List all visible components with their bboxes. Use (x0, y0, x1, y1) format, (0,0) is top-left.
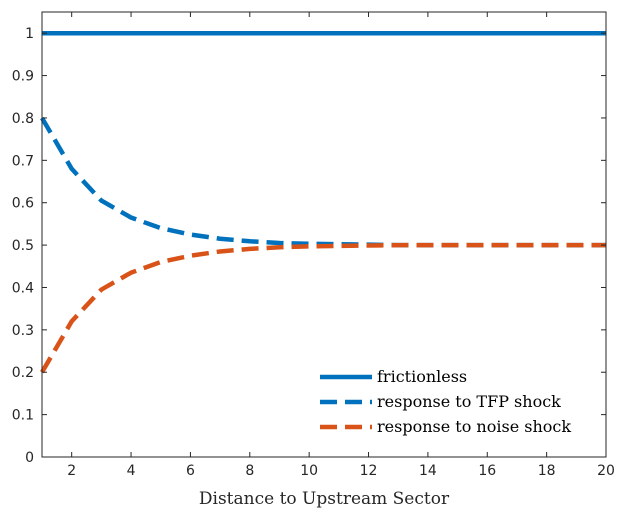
y-tick-label: 0.3 (12, 323, 34, 339)
x-tick-label: 20 (597, 463, 615, 479)
x-tick-label: 14 (419, 463, 437, 479)
x-tick-label: 16 (478, 463, 496, 479)
x-tick-label: 12 (360, 463, 378, 479)
tick-layer: 00.10.20.30.40.50.60.70.80.912 4 6 8 10 12 14 1… (12, 12, 615, 479)
x-tick-label: 6 (186, 463, 195, 479)
y-tick-label: 0.8 (12, 111, 34, 127)
y-tick-label: 1 (25, 26, 34, 42)
series-line-2 (40, 242, 606, 374)
y-tick-label: 0.6 (12, 196, 34, 212)
y-tick-label: 0.7 (12, 153, 34, 169)
y-tick-label: 0.2 (12, 365, 34, 381)
y-tick-label: 0.5 (12, 238, 34, 254)
y-tick-label: 0 (25, 450, 34, 466)
legend-label-1: response to TFP shock (377, 392, 561, 411)
x-axis-label: Distance to Upstream Sector (199, 489, 450, 508)
x-tick-label: 8 (245, 463, 254, 479)
legend-label-2: response to noise shock (377, 417, 571, 436)
legend: frictionless response to TFP shock respons… (312, 362, 600, 442)
y-tick-label: 0.4 (12, 280, 34, 296)
x-tick-label: 18 (538, 463, 556, 479)
x-tick-label: 4 (127, 463, 136, 479)
y-tick-label: 0.9 (12, 69, 34, 85)
series-layer (40, 30, 606, 374)
x-tick-label: 2 (67, 463, 76, 479)
y-tick-label: 0.1 (12, 408, 34, 424)
axes-box (41, 11, 607, 458)
x-tick-label: 10 (300, 463, 318, 479)
legend-label-0: frictionless (377, 367, 467, 386)
